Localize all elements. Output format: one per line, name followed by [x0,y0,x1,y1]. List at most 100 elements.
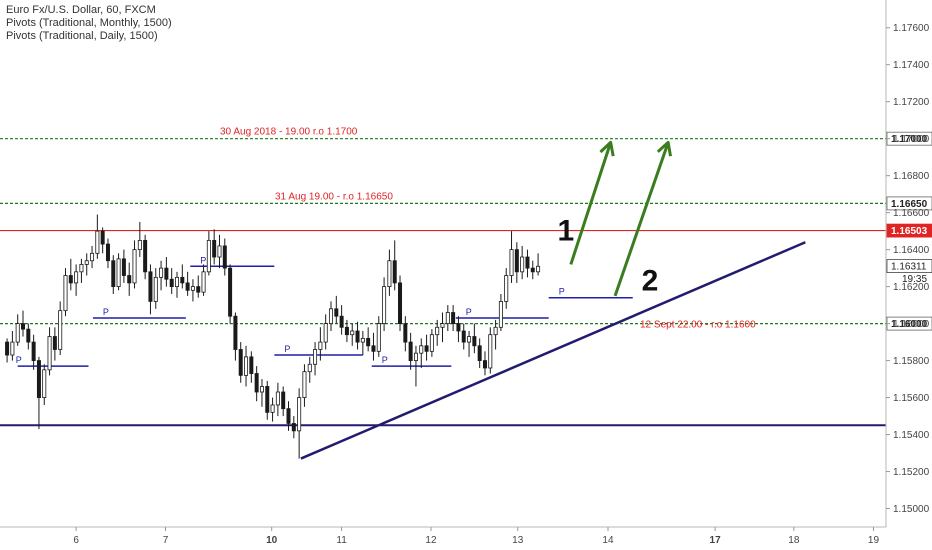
candle-body [121,258,126,276]
arrow-2-shaft[interactable] [613,141,670,297]
candle-body [228,267,233,317]
y-tick-label: 1.16200 [893,282,930,293]
y-tick-label: 1.15800 [893,356,930,367]
candle-body [95,230,100,254]
y-tick-label: 1.17400 [893,60,930,71]
level-11665-badge [886,196,932,211]
candle-body [222,245,227,269]
pivot-label: P [16,355,22,365]
candle-body [127,275,132,284]
candle-body [180,276,185,284]
candle-body [74,271,79,284]
pivot-label: P [200,255,206,265]
level-116503-badge-label: 1.16503 [891,226,928,237]
candle-body [217,245,222,258]
candles [5,214,541,459]
candle-body [164,267,169,280]
candle-body [132,249,137,284]
candle-body [190,286,195,291]
pivot-label: P [103,307,109,317]
y-tick-label: 1.17000 [893,134,930,145]
candle-body [467,336,472,343]
candle-body [514,249,519,273]
candle-body [445,312,450,324]
candle-body [47,336,52,371]
candle-body [429,334,434,352]
x-tick-label: 11 [336,535,347,546]
candle-body [42,369,47,398]
candle-body [488,334,493,369]
candle-body [482,360,487,369]
candle-body [520,256,525,273]
candle-body [413,352,418,361]
arrow-1-label: 1 [558,214,575,247]
x-tick-label: 14 [602,535,614,546]
candle-body [21,323,26,330]
x-tick-label: 10 [266,535,278,546]
arrow-1-shaft[interactable] [569,141,613,265]
horizontal-levels[interactable]: 30 Aug 2018 - 19.00 r.o 1.1700 1.17000 31 … [0,127,932,427]
candle-body [334,308,339,317]
y-tick-label: 1.16800 [893,171,930,182]
candle-body [185,282,190,291]
candle-body [52,336,57,350]
pivot-label: P [284,344,290,354]
level-116503-badge [886,223,932,238]
candle-body [472,336,477,347]
candle-body [31,341,36,361]
pivot-label: P [466,307,472,317]
candle-body [148,271,153,302]
candle-body [169,278,174,288]
candle-body [360,337,365,343]
legend-symbol: Euro Fx/U.S. Dollar, 60, FXCM [6,4,156,16]
current-price-label: 1.16311 [891,262,927,273]
candle-body [536,265,541,273]
current-price-badge [886,259,932,273]
x-tick-label: 6 [73,535,79,546]
arrow-2-head [656,140,672,157]
candle-body [84,260,89,265]
candle-body [344,326,349,336]
candle-body [68,275,73,284]
candle-body [244,356,249,376]
candle-body [111,260,116,288]
candle-body [281,391,286,410]
countdown-label: 19:35 [902,274,927,285]
y-tick-label: 1.16600 [893,208,930,219]
arrow-1-head [599,140,615,157]
candle-body [105,243,110,262]
candle-body [265,386,270,413]
candle-body [509,249,514,276]
candle-body [424,345,429,352]
x-tick-label: 17 [710,535,722,546]
candle-body [238,349,243,376]
candle-body [403,323,408,343]
candle-body [382,286,387,324]
candle-body [291,423,296,432]
candle-body [15,323,20,343]
candle-body [440,323,445,328]
y-tick-label: 1.15400 [893,430,930,441]
legend-indicator-daily-pivots: Pivots (Traditional, Daily, 1500) [6,30,158,42]
y-tick-label: 1.16000 [893,319,930,330]
candle-body [366,337,371,347]
candle-body [328,308,333,324]
candle-body [477,345,482,361]
y-tick-label: 1.15000 [893,504,930,515]
trendline[interactable] [300,241,806,460]
drawings[interactable]: 12 [300,140,806,460]
candle-body [153,276,158,302]
candle-body [63,275,68,312]
candle-body [493,326,498,336]
legend-indicator-monthly-pivots: Pivots (Traditional, Monthly, 1500) [6,17,172,29]
candle-body [206,239,211,273]
candle-body [90,252,95,262]
candle-body [159,267,164,278]
candle-body [350,330,355,336]
candle-body [456,323,461,332]
arrow-2-label: 2 [642,264,659,297]
candle-body [504,275,509,302]
candle-body [302,371,307,398]
candle-body [297,397,302,432]
